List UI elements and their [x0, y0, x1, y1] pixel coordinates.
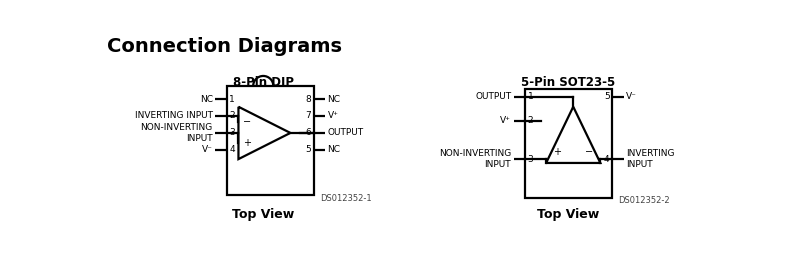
Text: INVERTING
INPUT: INVERTING INPUT	[626, 150, 674, 169]
Text: NC: NC	[327, 95, 340, 104]
Text: +: +	[552, 147, 560, 157]
Text: INVERTING INPUT: INVERTING INPUT	[135, 111, 213, 120]
Text: OUTPUT: OUTPUT	[475, 92, 511, 101]
Text: −: −	[585, 147, 593, 157]
Text: 3: 3	[527, 155, 532, 164]
Text: +: +	[243, 138, 251, 148]
Text: 7: 7	[305, 111, 311, 120]
Text: DS012352-1: DS012352-1	[320, 194, 371, 203]
Text: 5: 5	[603, 92, 609, 101]
Text: V⁺: V⁺	[499, 116, 511, 125]
Text: DS012352-2: DS012352-2	[618, 196, 669, 205]
Text: 5-Pin SOT23-5: 5-Pin SOT23-5	[521, 76, 615, 89]
Text: Top View: Top View	[232, 208, 294, 221]
Text: 1: 1	[527, 92, 532, 101]
Text: OUTPUT: OUTPUT	[327, 129, 363, 137]
Bar	[524, 89, 611, 198]
Text: V⁻: V⁻	[202, 145, 213, 154]
Text: 6: 6	[305, 129, 311, 137]
Bar	[226, 86, 313, 195]
Text: 4: 4	[603, 155, 609, 164]
Text: 8: 8	[305, 95, 311, 104]
Text: 3: 3	[229, 129, 234, 137]
Text: 4: 4	[229, 145, 234, 154]
Text: Connection Diagrams: Connection Diagrams	[107, 37, 341, 56]
Text: Top View: Top View	[537, 208, 599, 221]
Text: NC: NC	[327, 145, 340, 154]
Text: 2: 2	[229, 111, 234, 120]
Text: −: −	[243, 117, 251, 127]
Text: V⁻: V⁻	[626, 92, 636, 101]
Text: 2: 2	[527, 116, 532, 125]
Text: 1: 1	[229, 95, 234, 104]
Text: V⁺: V⁺	[327, 111, 338, 120]
Text: 5: 5	[305, 145, 311, 154]
Text: 8-Pin DIP: 8-Pin DIP	[232, 76, 293, 89]
Text: NON-INVERTING
INPUT: NON-INVERTING INPUT	[141, 123, 213, 143]
Text: NON-INVERTING
INPUT: NON-INVERTING INPUT	[438, 150, 511, 169]
Text: NC: NC	[200, 95, 213, 104]
